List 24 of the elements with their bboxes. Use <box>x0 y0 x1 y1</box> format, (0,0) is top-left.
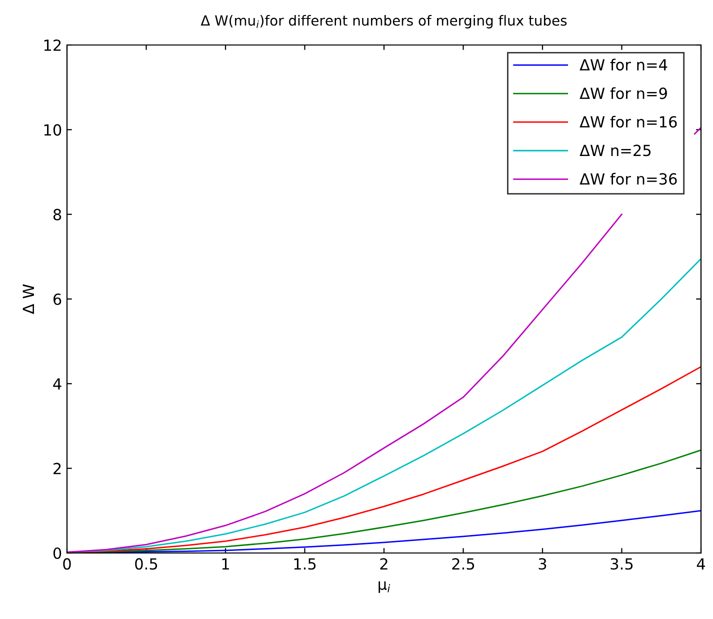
x-tick-label: 0.5 <box>135 558 158 570</box>
y-tick-label: 4 <box>53 378 62 390</box>
x-axis-title: μ$_{i}$ <box>378 581 390 593</box>
y-tick-label: 10 <box>44 124 62 136</box>
y-tick-label: 6 <box>53 293 62 306</box>
x-tick-label: 2 <box>380 558 388 570</box>
x-tick-label: 3.5 <box>610 558 633 570</box>
legend-label: ΔW for n=4 <box>580 58 668 71</box>
x-tick-label: 4 <box>696 558 706 570</box>
y-axis-title: Δ W <box>22 284 34 314</box>
x-tick-label: 0 <box>63 558 71 570</box>
y-tick-label: 12 <box>44 39 61 51</box>
y-tick-label: 8 <box>53 208 62 220</box>
x-tick-label: 2.5 <box>452 558 474 570</box>
legend-label: ΔW for n=16 <box>580 116 677 128</box>
legend-label: ΔW for n=9 <box>580 87 667 100</box>
legend-label: ΔW n=25 <box>580 144 651 156</box>
legend-label: ΔW for n=36 <box>580 172 677 185</box>
x-tick-label: 3 <box>538 558 546 570</box>
y-tick-label: 0 <box>53 547 62 560</box>
x-tick-label: 1.5 <box>294 558 316 570</box>
chart-title: Δ W(mu$_{i}$)for different numbers of merging flux tubes <box>200 15 567 28</box>
x-tick-label: 1 <box>222 558 229 570</box>
y-tick-label: 2 <box>54 462 61 474</box>
